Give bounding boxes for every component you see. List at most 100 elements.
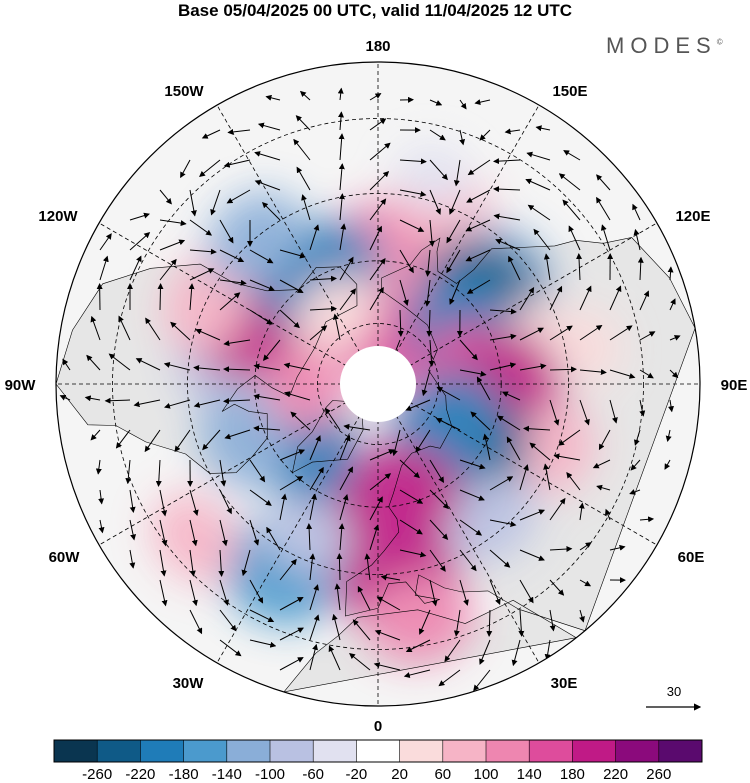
wind-arrow [466,279,491,294]
wind-arrow [523,425,551,432]
wind-arrow [364,553,371,581]
wind-arrow [369,170,390,191]
wind-arrow [279,476,304,491]
colorbar-tick-label: -220 [125,766,155,783]
colorbar-swatch [356,740,400,762]
wind-arrow [403,669,431,678]
wind-arrow [465,249,491,262]
wind-arrow [579,542,592,551]
wind-arrow [566,472,581,491]
wind-arrow [639,399,646,417]
wind-arrow [519,549,545,561]
wind-arrow [549,609,556,632]
wind-arrow [249,639,277,648]
wind-arrow [254,179,281,191]
wind-arrow [195,328,221,341]
wind-arrow [453,609,461,637]
wind-arrow [399,519,423,535]
wind-arrow [508,255,521,281]
wind-arrow [549,497,566,521]
wind-arrow [338,523,345,551]
wind-arrow [279,279,304,293]
wind-arrow [428,219,435,247]
wind-arrow [253,393,281,401]
wind-arrow [429,489,450,510]
wind-arrow [135,358,161,371]
meridian-line [98,222,372,381]
wind-arrow [579,369,607,376]
wind-arrow [549,285,563,311]
wind-arrow [309,643,318,671]
colorbar-swatch [572,740,616,762]
wind-arrow [309,584,320,611]
wind-arrow [470,411,491,431]
wind-arrow [118,315,131,341]
colorbar-swatch [226,740,271,762]
wind-arrow [189,248,217,255]
wind-arrow [59,395,71,401]
wind-arrow [219,249,245,262]
wind-arrow [519,327,544,341]
wind-arrow [254,151,281,161]
wind-arrow [429,99,443,106]
wind-arrow [159,579,168,607]
wind-arrow [489,519,517,527]
wind-arrow [435,418,461,431]
colorbar-swatch [97,740,141,762]
wind-arrow [227,128,251,135]
wind-arrow [328,645,341,671]
wind-arrow [193,364,221,371]
wind-arrow [399,219,425,232]
wind-arrow [279,309,300,329]
wind-arrow [369,257,386,281]
wind-arrow [637,256,644,281]
wind-arrow [549,579,565,596]
anomaly-cell [264,498,351,573]
wind-arrow [249,519,260,546]
wind-arrow [609,544,626,551]
wind-arrow [568,225,581,251]
wind-arrow [369,198,387,221]
wind-arrow [334,583,341,611]
wind-arrow [609,285,622,311]
wind-arrow [332,313,341,341]
wind-arrow [418,609,431,635]
wind-arrow [399,489,424,504]
colorbar-tick-label: -60 [302,766,324,783]
wind-arrow [501,391,521,401]
latitude-circle [112,118,644,650]
wind-arrow [129,489,136,513]
wind-arrow [459,489,485,501]
wind-arrow [104,397,131,404]
wind-arrow [511,639,521,667]
wind-arrow [218,549,225,577]
wind-arrow [579,609,585,623]
wind-arrow [519,286,535,311]
colorbar-tick-label: 20 [391,766,408,783]
colorbar-swatch [313,740,357,762]
wind-arrow [339,434,351,461]
wind-arrow [598,429,611,451]
wind-arrow [155,459,162,487]
wind-arrow [482,433,491,461]
wind-arrow [224,429,251,440]
wind-arrow [525,178,551,191]
wind-arrow [189,219,213,236]
meridian-line [384,222,658,381]
wind-arrow [279,558,297,581]
wind-arrow [309,224,320,251]
wind-arrow [324,407,341,431]
wind-arrow [296,166,311,191]
wind-arrow [399,549,427,558]
wind-arrow [98,489,105,505]
wind-arrow [609,325,633,341]
wind-arrow [219,489,232,515]
wind-arrow [519,464,529,491]
wind-arrow [249,279,275,291]
wind-arrow [98,519,105,534]
wind-arrow [241,549,251,577]
wind-arrow [265,94,281,101]
label-30w: 30W [173,675,205,692]
wind-arrow [219,279,247,286]
wind-arrow [369,524,380,551]
